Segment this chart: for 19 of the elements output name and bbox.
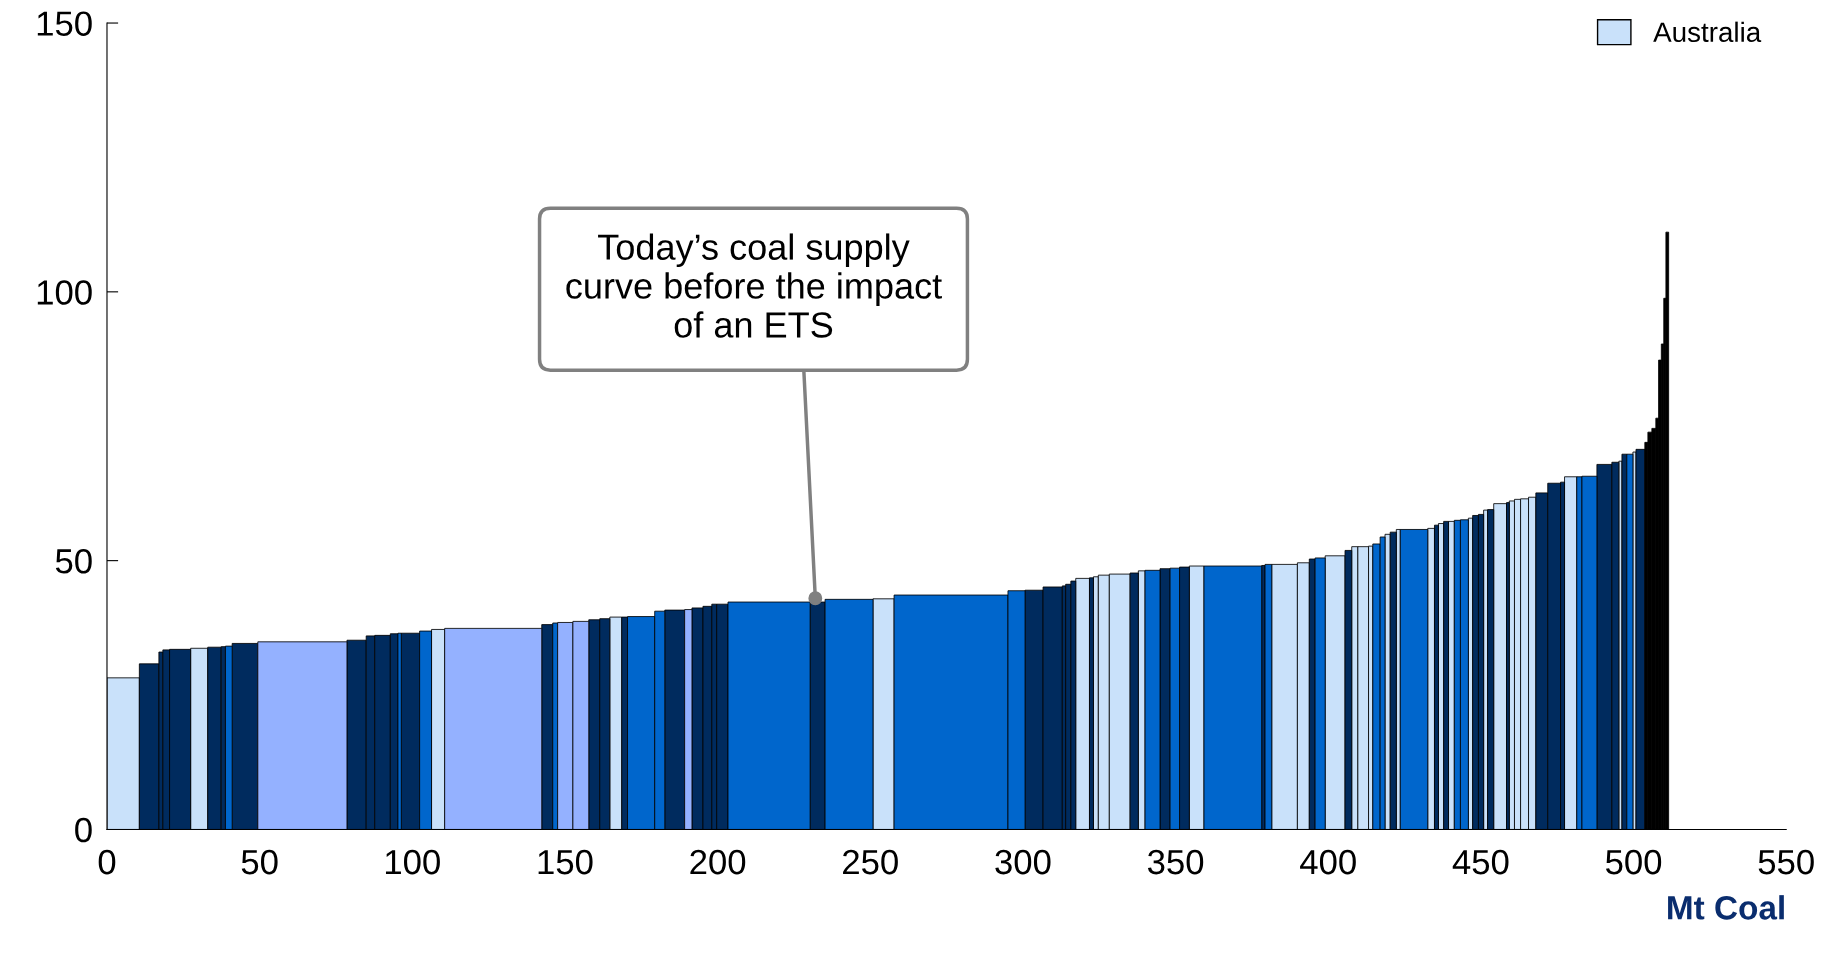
x-tick-label: 250 <box>843 849 898 875</box>
x-tick-label: 150 <box>538 849 593 875</box>
legend-label: Australia <box>1653 21 1762 43</box>
y-tick-label: 150 <box>37 11 92 36</box>
x-tick-label: 500 <box>1605 849 1662 875</box>
x-tick-label: 550 <box>1758 849 1814 875</box>
y-tick-label: 100 <box>37 280 92 305</box>
x-axis-title: Mt Coal <box>1668 895 1784 920</box>
x-tick-label: 0 <box>98 849 116 875</box>
x-tick-label: 450 <box>1452 849 1509 875</box>
x-tick-label: 200 <box>690 849 746 875</box>
y-tick-label: 0 <box>75 817 92 843</box>
y-tick-label: 50 <box>55 548 92 574</box>
x-tick-label: 100 <box>385 849 440 875</box>
x-tick-label: 400 <box>1300 849 1356 875</box>
x-tick-label: 50 <box>241 849 278 875</box>
annotation: Today’s coal supply curve before the impact of an ETS <box>566 233 942 338</box>
x-tick-label: 350 <box>1147 849 1204 875</box>
x-tick-label: 300 <box>995 849 1051 875</box>
